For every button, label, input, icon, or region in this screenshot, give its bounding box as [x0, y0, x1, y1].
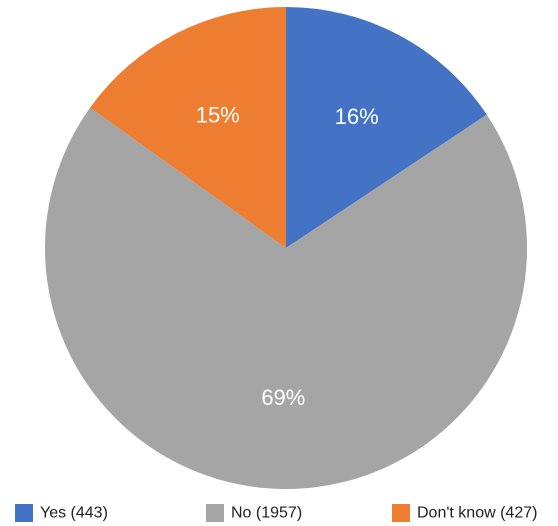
- pie-slice-label-2: 15%: [196, 103, 240, 128]
- legend-label-1: No (1957): [231, 505, 302, 522]
- pie-slice-2: [90, 7, 286, 248]
- pie-slices: [44, 7, 527, 490]
- legend-item-2: Don't know (427): [392, 504, 537, 522]
- pie-slice-label-0: 16%: [335, 104, 379, 129]
- legend-swatch-1: [206, 504, 224, 522]
- legend-swatch-0: [15, 504, 33, 522]
- pie-slice-labels: 16% 69% 15%: [196, 103, 379, 410]
- legend-label-0: Yes (443): [40, 505, 108, 522]
- legend: Yes (443) No (1957) Don't know (427): [15, 504, 537, 522]
- pie-slice-label-1: 69%: [261, 385, 305, 410]
- legend-item-1: No (1957): [206, 504, 302, 522]
- pie-slice-0: [286, 7, 487, 248]
- pie-slice-1: [44, 107, 527, 490]
- legend-label-2: Don't know (427): [417, 505, 537, 522]
- legend-swatch-2: [392, 504, 410, 522]
- legend-item-0: Yes (443): [15, 504, 108, 522]
